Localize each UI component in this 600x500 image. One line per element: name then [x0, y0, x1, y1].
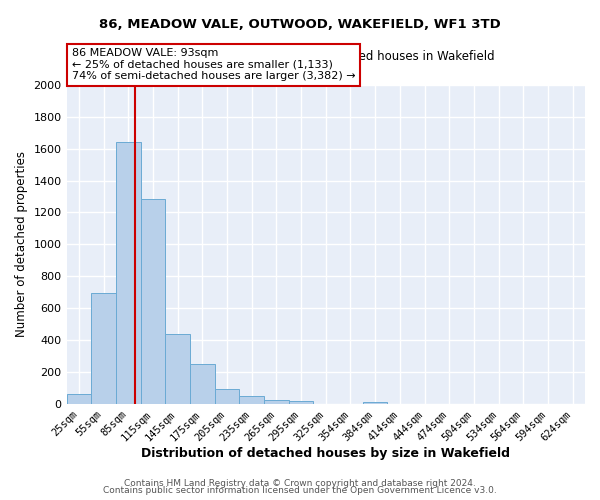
Bar [140, 199, 165, 404]
Bar [165, 334, 190, 404]
Bar [116, 142, 140, 405]
Bar [215, 389, 239, 404]
Y-axis label: Number of detached properties: Number of detached properties [15, 152, 28, 338]
Bar [190, 364, 215, 405]
Bar [264, 400, 289, 404]
X-axis label: Distribution of detached houses by size in Wakefield: Distribution of detached houses by size … [141, 447, 510, 460]
Title: Size of property relative to detached houses in Wakefield: Size of property relative to detached ho… [157, 50, 495, 62]
Text: Contains public sector information licensed under the Open Government Licence v3: Contains public sector information licen… [103, 486, 497, 495]
Text: Contains HM Land Registry data © Crown copyright and database right 2024.: Contains HM Land Registry data © Crown c… [124, 478, 476, 488]
Text: 86, MEADOW VALE, OUTWOOD, WAKEFIELD, WF1 3TD: 86, MEADOW VALE, OUTWOOD, WAKEFIELD, WF1… [99, 18, 501, 30]
Bar [289, 401, 313, 404]
Bar [239, 396, 264, 404]
Text: 86 MEADOW VALE: 93sqm
← 25% of detached houses are smaller (1,133)
74% of semi-d: 86 MEADOW VALE: 93sqm ← 25% of detached … [72, 48, 355, 82]
Bar [67, 394, 91, 404]
Bar [91, 293, 116, 405]
Bar [363, 402, 388, 404]
